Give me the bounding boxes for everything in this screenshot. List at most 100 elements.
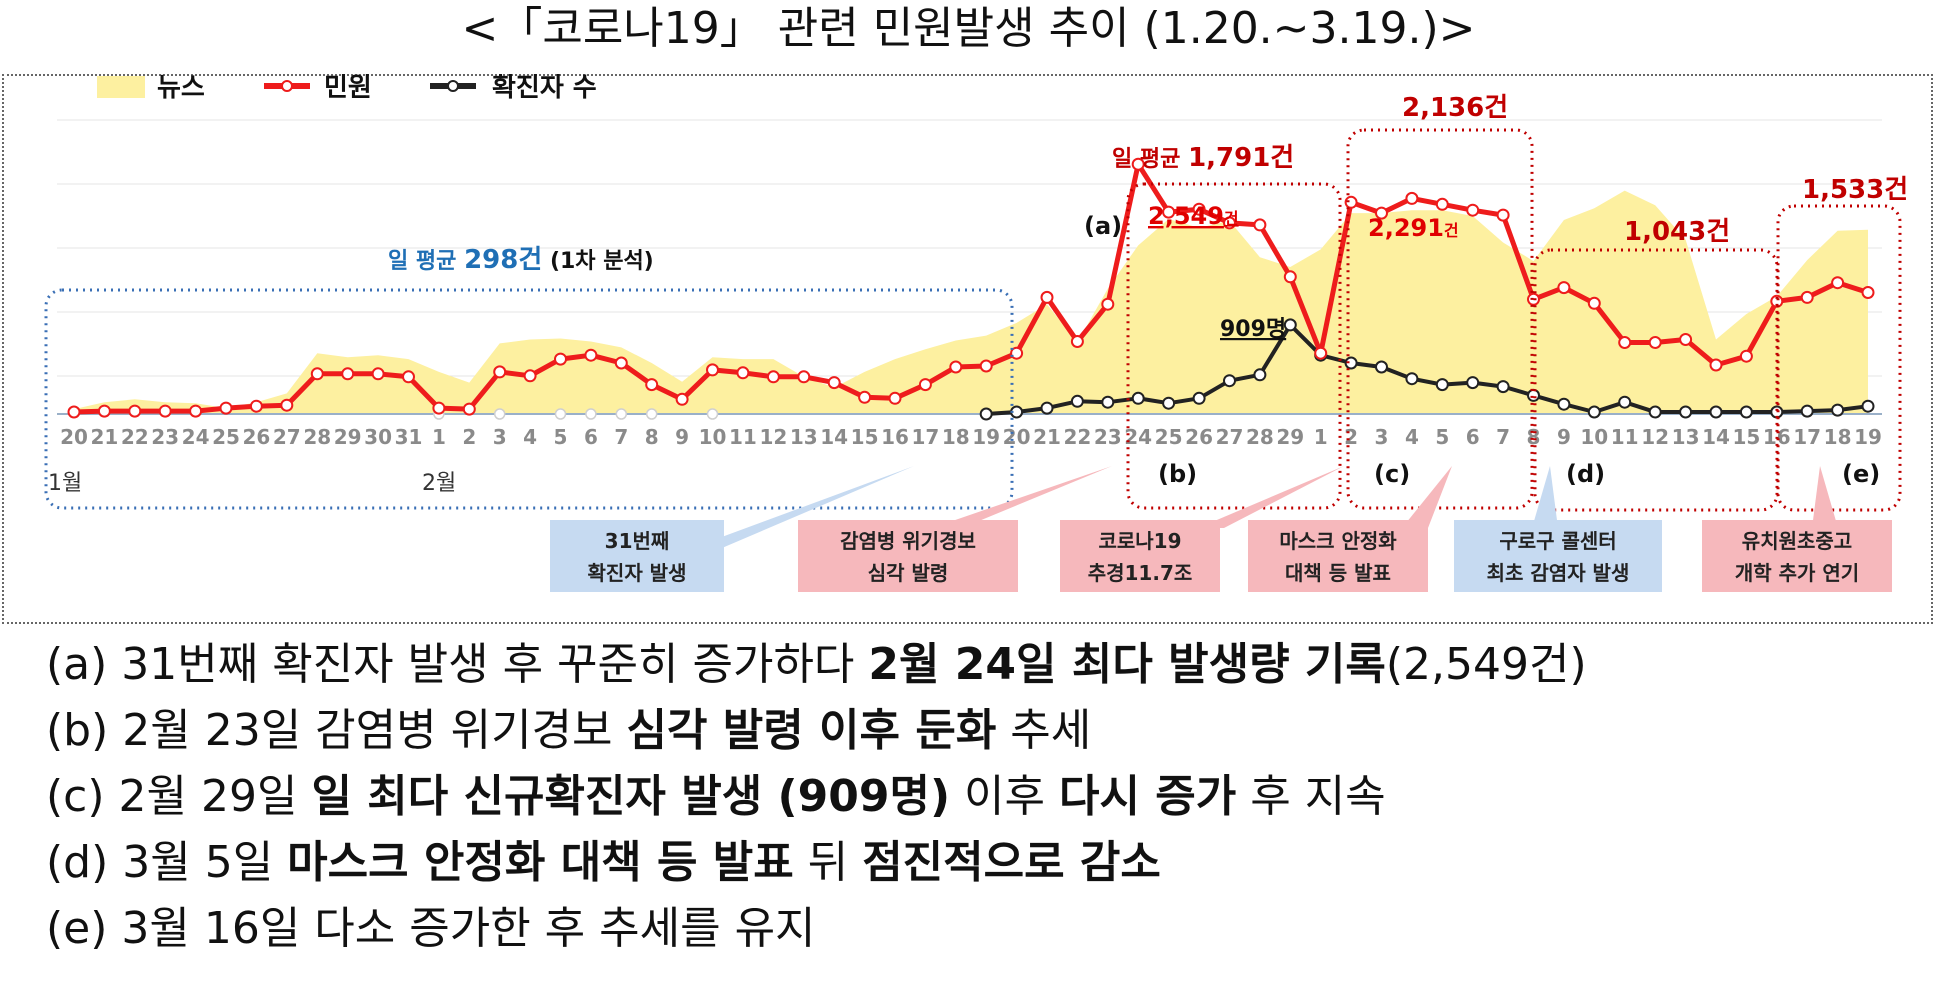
event-5-line2: 최초 감염자 발생 <box>1487 561 1630 585</box>
x-tick-label: 24 <box>182 425 210 449</box>
callout-wedge-6 <box>1812 466 1838 528</box>
complaints-series-layer <box>67 157 1875 419</box>
note-b: (b) 2월 23일 감염병 위기경보 심각 발령 이후 둔화 추세 <box>46 698 1916 764</box>
note-e-pre: (e) 3월 16일 다소 증가한 후 추세를 유지 <box>46 903 816 954</box>
x-tick-label: 7 <box>1496 425 1510 449</box>
period-box-e <box>1776 204 1902 512</box>
confirmed-point <box>979 407 993 421</box>
x-tick-label: 13 <box>1672 425 1700 449</box>
complaints-point <box>979 359 993 373</box>
x-tick-label: 3 <box>493 425 507 449</box>
event-3-line1: 코로나19 <box>1098 529 1181 553</box>
event-4-line1: 마스크 안정화 <box>1279 529 1397 553</box>
region-label-b: (b) <box>1158 460 1197 488</box>
confirmed-point <box>1587 405 1601 419</box>
month-label-feb: 2월 <box>422 471 456 496</box>
event-2-line1: 감염병 위기경보 <box>840 529 976 553</box>
complaints-point <box>249 399 263 413</box>
x-tick-label: 23 <box>1094 425 1122 449</box>
event-3-line2: 추경11.7조 <box>1088 561 1193 585</box>
x-tick-label: 10 <box>1580 425 1608 449</box>
news-area <box>74 190 1868 414</box>
x-tick-label: 21 <box>90 425 118 449</box>
avg-label-e: 1,533건 <box>1802 175 1908 205</box>
complaints-point <box>918 378 932 392</box>
event-box-5 <box>1454 520 1662 592</box>
avg-label-c: 2,136건 <box>1402 93 1508 123</box>
note-a: (a) 31번째 확진자 발생 후 꾸준히 증가하다 2월 24일 최다 발생량… <box>46 632 1916 698</box>
x-tick-label: 19 <box>1854 425 1882 449</box>
legend-news-swatch <box>97 76 145 98</box>
avg-second-value: 1,791건 <box>1188 143 1294 173</box>
complaints-point <box>1648 336 1662 349</box>
x-tick-label: 9 <box>1557 425 1571 449</box>
region-label-d: (d) <box>1566 460 1605 488</box>
x-tick-label: 8 <box>1527 425 1541 449</box>
complaints-point <box>1040 290 1054 304</box>
confirmed-zero-point <box>554 408 567 420</box>
confirmed-point <box>1770 405 1784 419</box>
event-4-line2: 대책 등 발표 <box>1285 561 1391 585</box>
complaints-point <box>1466 203 1480 217</box>
confirmed-point <box>1648 405 1662 419</box>
x-tick-layer: 20 21 22 23 24 25 26 27 28 29 30 31 1 2 3 4 5 6 7 8 9 10 11 12 1… <box>60 425 1882 449</box>
complaints-point <box>1709 358 1723 372</box>
x-tick-label: 6 <box>1466 425 1480 449</box>
confirmed-point <box>1192 391 1206 405</box>
complaints-point <box>766 370 780 384</box>
x-tick-label: 9 <box>675 425 689 449</box>
complaints-point <box>1010 346 1024 360</box>
complaints-point <box>493 365 507 379</box>
x-tick-label: 12 <box>759 425 787 449</box>
legend: 뉴스 민원 확진자 수 <box>97 74 597 103</box>
complaints-point <box>158 404 172 418</box>
complaints-point <box>1283 270 1297 284</box>
complaints-point <box>645 378 659 392</box>
complaints-point <box>706 363 719 377</box>
x-tick-label: 11 <box>1611 425 1639 449</box>
legend-complaints-marker <box>281 80 293 92</box>
x-tick-label: 26 <box>242 425 270 449</box>
x-tick-label: 31 <box>395 425 423 449</box>
x-tick-label: 16 <box>881 425 909 449</box>
complaints-point <box>1162 205 1176 219</box>
x-tick-label: 11 <box>729 425 757 449</box>
region-label-e: (e) <box>1842 460 1880 488</box>
x-tick-label: 3 <box>1375 425 1389 449</box>
x-tick-label: 22 <box>1063 425 1091 449</box>
complaints-point <box>1800 290 1814 304</box>
note-c-bold2: 다시 증가 <box>1059 771 1237 822</box>
complaints-point <box>1435 197 1449 211</box>
event-2-line2: 심각 발령 <box>868 561 949 585</box>
complaints-point <box>462 402 476 416</box>
event-callout-5: 구로구 콜센터 최초 감염자 발생 <box>1454 520 1662 592</box>
note-d-post: 뒤 <box>793 837 863 888</box>
callout-wedge-4 <box>1402 466 1452 528</box>
complaints-point <box>1557 281 1571 295</box>
event-callout-1: 31번째 확진자 발생 <box>550 520 724 592</box>
x-tick-label: 28 <box>303 425 331 449</box>
confirmed-series-layer <box>433 318 1875 421</box>
event-callout-4: 마스크 안정화 대책 등 발표 <box>1248 520 1428 592</box>
complaints-point <box>1861 286 1875 299</box>
note-d-bold2: 점진적으로 감소 <box>862 837 1161 888</box>
callout-wedge-2 <box>932 466 1112 528</box>
x-tick-label: 1 <box>432 425 446 449</box>
complaints-point <box>1739 349 1753 363</box>
point-label-peak: 2,549건 <box>1148 202 1239 230</box>
x-tick-label: 14 <box>1702 425 1730 449</box>
note-e: (e) 3월 16일 다소 증가한 후 추세를 유지 <box>46 896 1916 962</box>
event-box-2 <box>798 520 1018 592</box>
complaints-point <box>280 398 294 412</box>
complaints-point <box>1587 296 1601 310</box>
confirmed-point <box>1618 395 1632 409</box>
legend-confirmed-label: 확진자 수 <box>492 74 597 103</box>
complaints-point <box>1496 208 1510 222</box>
confirmed-point <box>1162 396 1176 410</box>
x-tick-label: 29 <box>1276 425 1304 449</box>
peak-value: 2,549 <box>1148 202 1224 230</box>
x-tick-label: 15 <box>851 425 879 449</box>
event-callout-2: 감염병 위기경보 심각 발령 <box>798 520 1018 592</box>
x-tick-label: 7 <box>614 425 628 449</box>
avg-label-first: 일 평균 298건 (1차 분석) <box>388 245 654 275</box>
